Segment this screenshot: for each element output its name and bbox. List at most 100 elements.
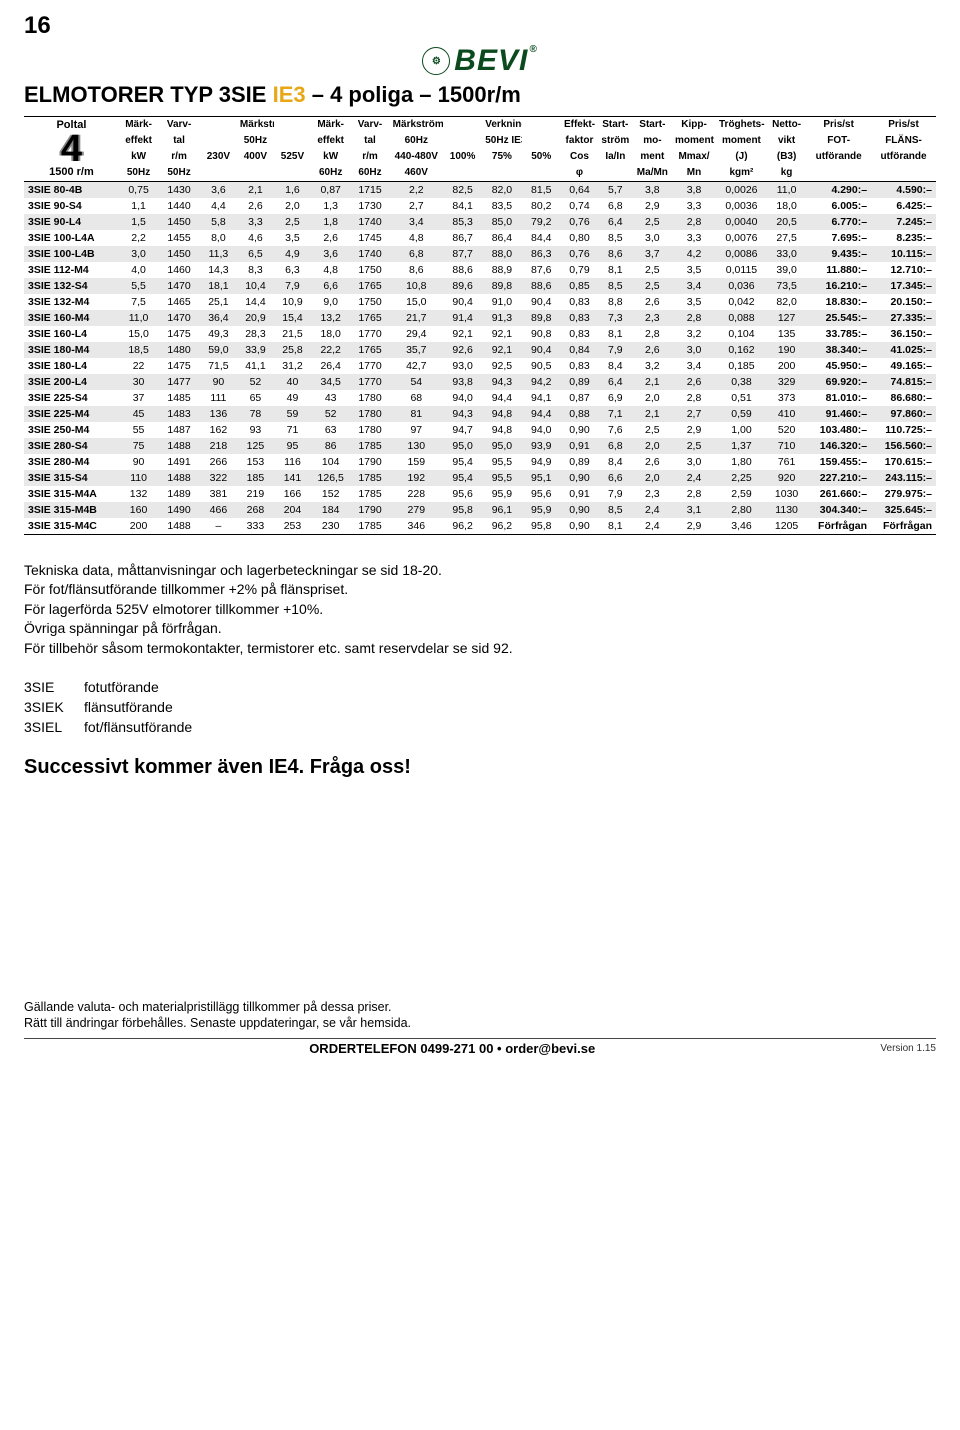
value-cell: 2,6 (672, 374, 716, 390)
value-cell: 95 (274, 438, 311, 454)
value-cell: 95,9 (482, 486, 521, 502)
model-cell: 3SIE 315-M4A (24, 486, 119, 502)
col-header: (B3) (767, 149, 806, 165)
value-cell: 82,0 (482, 181, 521, 198)
table-row: 3SIE 280-M4901491266153116104179015995,4… (24, 454, 936, 470)
value-cell: 95,6 (522, 486, 561, 502)
value-cell: 21,5 (274, 326, 311, 342)
value-cell: 520 (767, 422, 806, 438)
col-header: tal (350, 133, 389, 149)
poltal-value: 4 (35, 134, 107, 164)
col-header (200, 165, 237, 181)
col-header (443, 133, 482, 149)
value-cell: 2,0 (274, 198, 311, 214)
value-cell: 85,3 (443, 214, 482, 230)
value-cell: 1750 (350, 294, 389, 310)
value-cell: 2,2 (390, 181, 443, 198)
value-cell: 92,1 (482, 326, 521, 342)
value-cell: 6,6 (598, 470, 633, 486)
value-cell: 1,3 (311, 198, 350, 214)
model-cell: 3SIE 315-M4C (24, 518, 119, 535)
value-cell: 95,0 (443, 438, 482, 454)
value-cell: 89,6 (443, 278, 482, 294)
value-cell: 1130 (767, 502, 806, 518)
code-key: 3SIE (24, 677, 84, 697)
value-cell: 7.245:– (871, 214, 936, 230)
value-cell: 104 (311, 454, 350, 470)
col-header (274, 165, 311, 181)
value-cell: 153 (237, 454, 274, 470)
value-cell: 3,4 (672, 358, 716, 374)
col-header: utförande (806, 149, 871, 165)
value-cell: 0,104 (716, 326, 767, 342)
value-cell: 1785 (350, 518, 389, 535)
col-header: Mn (672, 165, 716, 181)
value-cell: 6,5 (237, 246, 274, 262)
value-cell: 2,80 (716, 502, 767, 518)
value-cell: 0,90 (561, 502, 598, 518)
value-cell: 8,5 (598, 502, 633, 518)
value-cell: 110.725:– (871, 422, 936, 438)
value-cell: 266 (200, 454, 237, 470)
value-cell: 110 (119, 470, 158, 486)
value-cell: 710 (767, 438, 806, 454)
value-cell: 16.210:– (806, 278, 871, 294)
value-cell: 227.210:– (806, 470, 871, 486)
col-header: (J) (716, 149, 767, 165)
value-cell: 184 (311, 502, 350, 518)
value-cell: 2,7 (390, 198, 443, 214)
value-cell: 68 (390, 390, 443, 406)
model-cell: 3SIE 315-S4 (24, 470, 119, 486)
value-cell: 45.950:– (806, 358, 871, 374)
value-cell: 18,0 (311, 326, 350, 342)
value-cell: 8.235:– (871, 230, 936, 246)
value-cell: 36,4 (200, 310, 237, 326)
value-cell: 0,51 (716, 390, 767, 406)
value-cell: 34,5 (311, 374, 350, 390)
value-cell: 0,088 (716, 310, 767, 326)
value-cell: 90,4 (522, 294, 561, 310)
value-cell: 7,9 (598, 342, 633, 358)
value-cell: 0,89 (561, 374, 598, 390)
value-cell: 2,5 (633, 422, 672, 438)
col-header: 50Hz IE3 (482, 133, 521, 149)
brand-logo: ⚙ BEVI® (422, 44, 537, 78)
value-cell: 111 (200, 390, 237, 406)
model-cell: 3SIE 280-S4 (24, 438, 119, 454)
value-cell: 94,8 (482, 422, 521, 438)
value-cell: 36.150:– (871, 326, 936, 342)
value-cell: 373 (767, 390, 806, 406)
value-cell: 97.860:– (871, 406, 936, 422)
value-cell: 0,89 (561, 454, 598, 470)
value-cell: 0,0026 (716, 181, 767, 198)
model-cell: 3SIE 315-M4B (24, 502, 119, 518)
value-cell: 116 (274, 454, 311, 470)
value-cell: 69.920:– (806, 374, 871, 390)
col-header (443, 165, 482, 181)
value-cell: 6,8 (598, 198, 633, 214)
model-cell: 3SIE 250-M4 (24, 422, 119, 438)
model-cell: 3SIE 90-L4 (24, 214, 119, 230)
value-cell: 3,7 (633, 246, 672, 262)
value-cell: 6,8 (390, 246, 443, 262)
col-header: Varv- (350, 117, 389, 133)
value-cell: 1790 (350, 502, 389, 518)
value-cell: 1,5 (119, 214, 158, 230)
col-header: kW (311, 149, 350, 165)
value-cell: 94,3 (482, 374, 521, 390)
value-cell: 95,8 (522, 518, 561, 535)
col-header: Märkström (390, 117, 443, 133)
value-cell: 95,4 (443, 454, 482, 470)
value-cell: 89,8 (522, 310, 561, 326)
value-cell: 18,5 (119, 342, 158, 358)
value-cell: 0,0040 (716, 214, 767, 230)
table-row: 3SIE 315-S41101488322185141126,517851929… (24, 470, 936, 486)
value-cell: 4.290:– (806, 181, 871, 198)
bottom-note-line: Rätt till ändringar förbehålles. Senaste… (24, 1015, 936, 1032)
value-cell: 0,0076 (716, 230, 767, 246)
value-cell: 1780 (350, 422, 389, 438)
value-cell: 83,5 (482, 198, 521, 214)
col-header: 440-480V (390, 149, 443, 165)
value-cell: 1487 (158, 422, 200, 438)
col-header: utförande (871, 149, 936, 165)
